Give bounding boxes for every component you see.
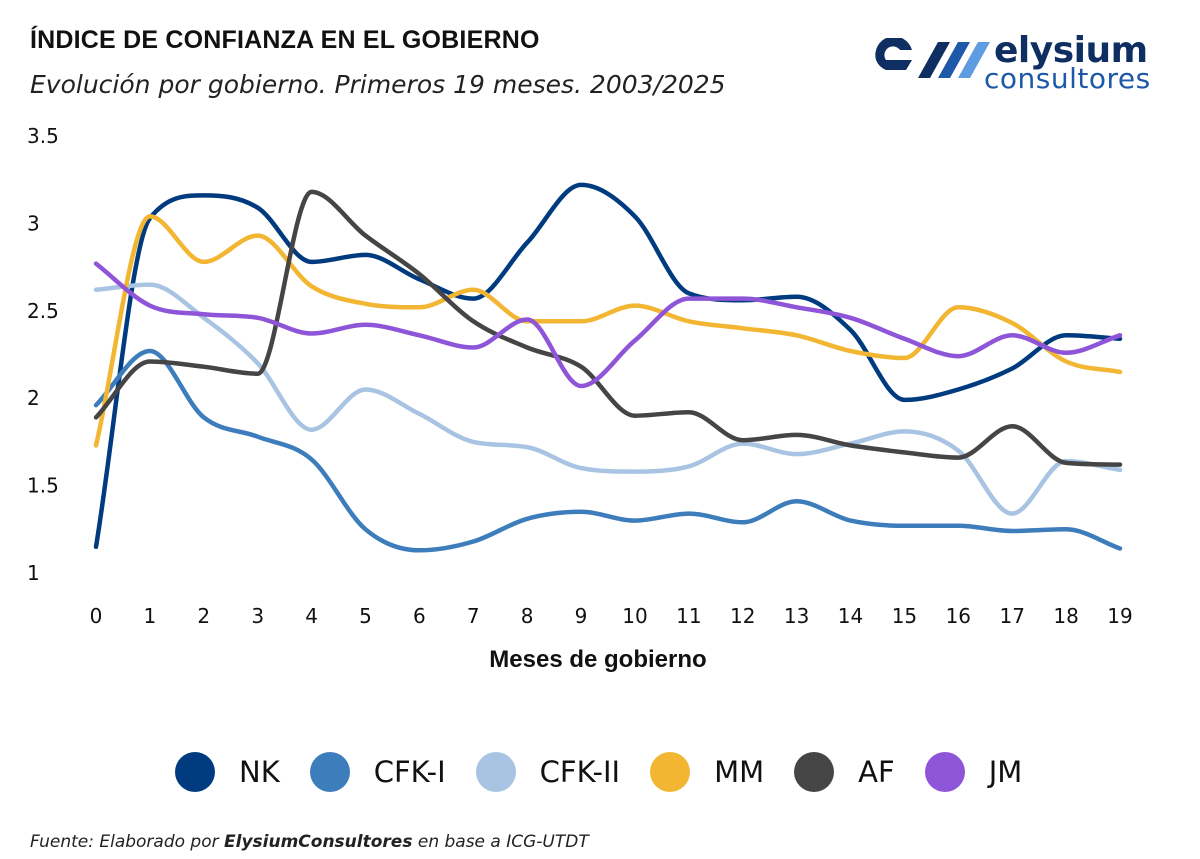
brand-logo: elysium consultores — [872, 30, 1172, 98]
x-tick-label: 13 — [784, 604, 809, 628]
y-tick-label: 3.5 — [27, 124, 59, 148]
x-tick-label: 0 — [90, 604, 103, 628]
y-tick-label: 2.5 — [27, 299, 59, 323]
series-lines — [93, 182, 1123, 553]
x-tick-label: 18 — [1053, 604, 1078, 628]
x-axis-label: Meses de gobierno — [489, 646, 706, 673]
x-tick-label: 11 — [676, 604, 701, 628]
series-line-af — [93, 189, 1123, 467]
x-tick-label: 17 — [999, 604, 1024, 628]
logo-wordmark: elysium — [994, 30, 1148, 71]
x-tick-label: 2 — [197, 604, 210, 628]
y-axis-ticks: 1 1.5 2 2.5 3 3.5 — [27, 124, 59, 585]
legend-label: CFK-II — [539, 755, 621, 789]
source-brand: ElysiumConsultores — [224, 832, 413, 852]
series-line-nk — [93, 182, 1123, 550]
x-tick-label: 8 — [521, 604, 534, 628]
x-tick-label: 3 — [251, 604, 264, 628]
x-tick-label: 10 — [622, 604, 647, 628]
legend-swatch — [924, 752, 965, 792]
x-tick-label: 14 — [838, 604, 863, 628]
legend-item-nk: NK — [175, 752, 280, 792]
legend-item-cfk-ii: CFK-II — [475, 752, 621, 792]
legend-item-cfk-i: CFK-I — [309, 752, 446, 792]
legend-swatch — [175, 752, 215, 792]
source-note: Fuente: Elaborado por ElysiumConsultores… — [30, 832, 589, 852]
x-tick-label: 12 — [730, 604, 755, 628]
legend-label: CFK-I — [373, 755, 446, 789]
chart-legend: NK CFK-I CFK-II MM AF JM — [175, 750, 1052, 794]
legend-item-mm: MM — [650, 752, 764, 792]
legend-swatch — [309, 752, 350, 792]
x-tick-label: 1 — [144, 604, 157, 628]
x-tick-label: 6 — [413, 604, 426, 628]
y-tick-label: 1.5 — [27, 474, 59, 498]
line-chart: 11.522.533.5 0 1 2 3 4 5 6 7 8 9 10 11 12 13 14 15 16 17 1… — [27, 124, 1133, 673]
x-tick-label: 9 — [575, 604, 588, 628]
source-prefix: Fuente: Elaborado por — [30, 832, 225, 852]
source-suffix: en base a ICG-UTDT — [412, 832, 589, 852]
legend-swatch — [794, 752, 835, 792]
legend-label: JM — [988, 755, 1023, 789]
legend-item-af: AF — [794, 752, 895, 792]
x-tick-label: 5 — [359, 604, 372, 628]
logo-subtitle: consultores — [984, 62, 1151, 95]
legend-label: MM — [714, 755, 765, 789]
y-tick-label: 2 — [27, 386, 40, 410]
y-tick-label: 3 — [27, 211, 40, 235]
x-tick-label: 16 — [946, 604, 971, 628]
legend-label: NK — [239, 755, 280, 789]
series-line-cfk-i — [93, 348, 1123, 553]
x-axis-ticks: 0 1 2 3 4 5 6 7 8 9 10 11 12 13 14 15 16 17 18 19 — [90, 604, 1133, 628]
page-title: ÍNDICE DE CONFIANZA EN EL GOBIERNO — [30, 26, 540, 54]
x-tick-label: 19 — [1107, 604, 1132, 628]
x-tick-label: 7 — [467, 604, 480, 628]
logo-mark-icon — [875, 36, 990, 78]
legend-swatch — [650, 752, 691, 792]
series-line-cfk-ii — [93, 282, 1123, 516]
y-tick-label: 1 — [27, 561, 40, 585]
legend-label: AF — [858, 755, 895, 789]
page-subtitle: Evolución por gobierno. Primeros 19 mese… — [30, 70, 726, 99]
x-tick-label: 4 — [305, 604, 318, 628]
legend-swatch — [475, 752, 516, 792]
x-tick-label: 15 — [892, 604, 917, 628]
series-line-mm — [93, 214, 1123, 448]
legend-item-jm: JM — [924, 752, 1023, 792]
series-line-jm — [93, 261, 1123, 389]
